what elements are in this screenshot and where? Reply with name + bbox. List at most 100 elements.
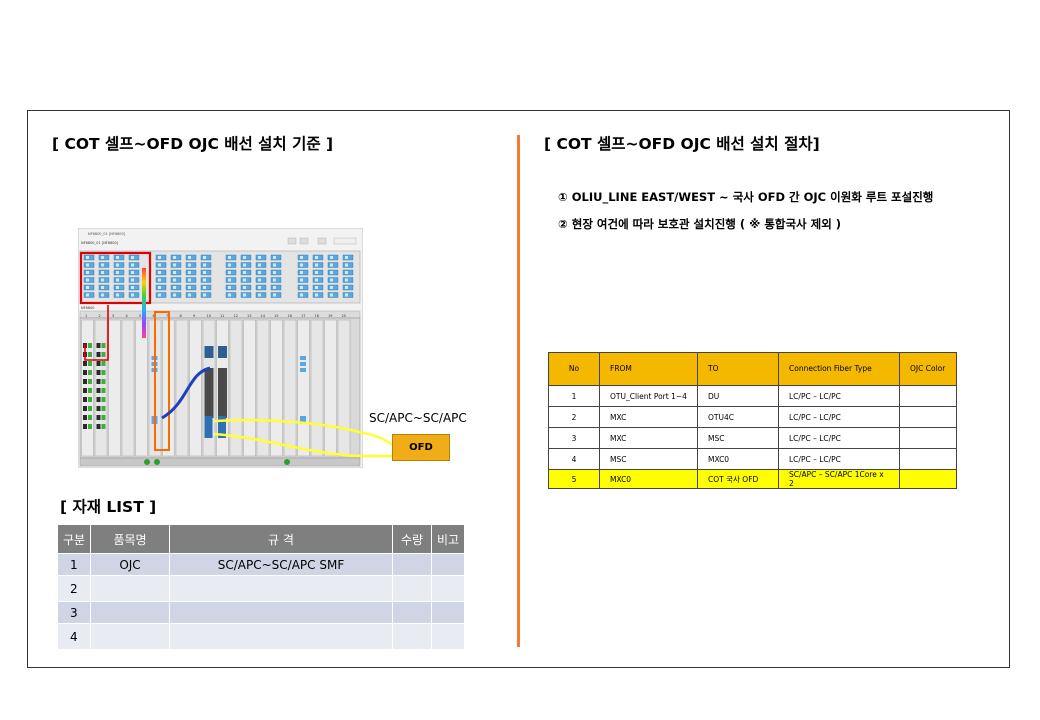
route-table-header: No FROM TO Connection Fiber Type OJC Col… <box>548 352 957 386</box>
cell-from: MXC <box>599 427 698 449</box>
cell-qty <box>392 601 432 624</box>
col-fiber-type: Connection Fiber Type <box>778 352 900 386</box>
cell-to: OTU4C <box>697 406 779 428</box>
cell-spec: SC/APC~SC/APC SMF <box>169 553 393 576</box>
svg-text:NF6800: NF6800 <box>81 306 95 310</box>
ofd-fiber-lines <box>362 431 394 458</box>
cell-from: OTU_Client Port 1~4 <box>599 385 698 407</box>
cell-qty <box>392 553 432 576</box>
table-row: 2 <box>57 575 465 602</box>
cell-to: COT 국사 OFD <box>697 469 779 489</box>
svg-text:5: 5 <box>139 314 141 318</box>
table-row: 3 <box>57 601 465 624</box>
shelf-cards <box>81 319 351 457</box>
col-qty: 수량 <box>392 524 432 554</box>
procedure-step-1: ① OLIU_LINE EAST/WEST ~ 국사 OFD 간 OJC 이원화… <box>558 190 934 204</box>
left-section-title: [ COT 셀프~OFD OJC 배선 설치 기준 ] <box>52 135 334 153</box>
col-ojc-color: OJC Color <box>899 352 957 386</box>
slot-number-row: 1 2 3 4 5 6 7 8 9 10 11 12 13 14 15 16 17 18 19 20 <box>85 314 346 318</box>
cell-color <box>899 448 957 470</box>
cell-name: OJC <box>90 553 170 576</box>
cell-no: 1 <box>548 385 600 407</box>
cell-name <box>90 575 170 602</box>
content-frame <box>27 110 1010 668</box>
section-divider <box>517 135 520 647</box>
cell-to: MSC <box>697 427 779 449</box>
cell-idx: 4 <box>57 623 91 650</box>
table-row-highlighted: 5 MXC0 COT 국사 OFD SC/APC – SC/APC 1Core … <box>548 469 957 489</box>
svg-text:17: 17 <box>301 314 305 318</box>
cell-color <box>899 406 957 428</box>
svg-text:12: 12 <box>234 314 238 318</box>
cell-type: LC/PC – LC/PC <box>778 448 900 470</box>
highlight-upper-ports <box>79 251 152 305</box>
procedure-step-2: ② 현장 여건에 따라 보호관 설치진행 ( ※ 통합국사 제외 ) <box>558 217 842 231</box>
connector-type-label: SC/APC~SC/APC <box>369 411 467 425</box>
cell-spec <box>169 601 393 624</box>
cell-note <box>431 575 465 602</box>
col-from: FROM <box>599 352 698 386</box>
cell-idx: 1 <box>57 553 91 576</box>
svg-text:19: 19 <box>328 314 332 318</box>
svg-text:6: 6 <box>153 314 155 318</box>
cell-no: 3 <box>548 427 600 449</box>
route-table: No FROM TO Connection Fiber Type OJC Col… <box>548 352 957 489</box>
svg-text:18: 18 <box>315 314 319 318</box>
svg-text:4: 4 <box>126 314 129 318</box>
materials-table: 구분 품목명 규 격 수량 비고 1 OJC SC/APC~SC/APC SMF… <box>57 524 465 650</box>
cell-no: 4 <box>548 448 600 470</box>
svg-text:15: 15 <box>274 314 278 318</box>
svg-text:16: 16 <box>288 314 292 318</box>
cell-type: LC/PC – LC/PC <box>778 406 900 428</box>
cell-idx: 2 <box>57 575 91 602</box>
col-category: 구분 <box>57 524 91 554</box>
col-no: No <box>548 352 600 386</box>
table-row: 4 <box>57 623 465 650</box>
table-row: 1 OTU_Client Port 1~4 DU LC/PC – LC/PC <box>548 385 957 407</box>
cell-type: LC/PC – LC/PC <box>778 385 900 407</box>
svg-text:1: 1 <box>85 314 87 318</box>
cell-type: LC/PC – LC/PC <box>778 427 900 449</box>
svg-text:9: 9 <box>193 314 195 318</box>
cell-note <box>431 553 465 576</box>
col-note: 비고 <box>431 524 465 554</box>
cell-no: 5 <box>548 469 600 489</box>
cell-name <box>90 623 170 650</box>
cell-name <box>90 601 170 624</box>
table-row: 3 MXC MSC LC/PC – LC/PC <box>548 427 957 449</box>
table-row: 1 OJC SC/APC~SC/APC SMF <box>57 553 465 576</box>
svg-text:14: 14 <box>261 314 266 318</box>
cell-no: 2 <box>548 406 600 428</box>
highlight-mxc-card <box>154 311 170 451</box>
svg-text:11: 11 <box>220 314 224 318</box>
table-row: 2 MXC OTU4C LC/PC – LC/PC <box>548 406 957 428</box>
upper-port-groups <box>83 254 354 298</box>
cell-color <box>899 469 957 489</box>
col-item-name: 품목명 <box>90 524 170 554</box>
right-section-title: [ COT 셀프~OFD OJC 배선 설치 절차] <box>544 135 820 153</box>
cell-to: MXC0 <box>697 448 779 470</box>
materials-header: 구분 품목명 규 격 수량 비고 <box>57 524 465 554</box>
cell-note <box>431 601 465 624</box>
ofd-box: OFD <box>392 434 450 461</box>
svg-text:8: 8 <box>180 314 182 318</box>
cell-qty <box>392 575 432 602</box>
cell-idx: 3 <box>57 601 91 624</box>
cell-from: MXC <box>599 406 698 428</box>
diagram-window-title: NF6800_01 [NF6800] <box>88 232 126 236</box>
cell-from: MXC0 <box>599 469 698 489</box>
materials-title: [ 자재 LIST ] <box>60 498 157 516</box>
svg-text:10: 10 <box>207 314 211 318</box>
col-to: TO <box>697 352 779 386</box>
shelf-wiring-diagram: NF6800_01 [NF6800] NF6800_01 [NF6800] NF… <box>78 228 363 468</box>
col-spec: 규 격 <box>169 524 393 554</box>
cell-to: DU <box>697 385 779 407</box>
diagram-window-title-2: NF6800_01 [NF6800] <box>81 241 119 245</box>
cell-spec <box>169 575 393 602</box>
svg-text:3: 3 <box>112 314 114 318</box>
svg-text:20: 20 <box>342 314 346 318</box>
svg-text:13: 13 <box>247 314 251 318</box>
cell-from: MSC <box>599 448 698 470</box>
cell-spec <box>169 623 393 650</box>
svg-text:2: 2 <box>99 314 101 318</box>
